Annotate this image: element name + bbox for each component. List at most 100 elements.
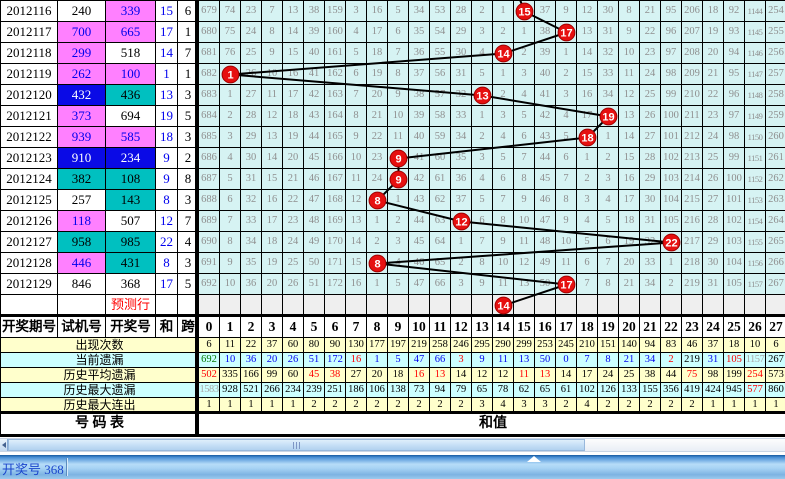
omission-cell: 18 bbox=[262, 232, 283, 253]
taskbar-arrow-icon[interactable] bbox=[527, 456, 541, 462]
column-header: 4 bbox=[283, 316, 304, 338]
omission-cell bbox=[472, 85, 493, 106]
omission-cell: 11 bbox=[556, 253, 577, 274]
prediction-cell bbox=[577, 295, 598, 316]
omission-cell: 43 bbox=[409, 190, 430, 211]
draw-row: 2012122 939 585 18 3 685 3 29 13 19 44 165 9 22 11 40 59… bbox=[1, 127, 785, 148]
omission-cell: 38 bbox=[304, 1, 325, 22]
period-cell: 2012126 bbox=[1, 211, 58, 232]
omission-cell: 1147 bbox=[745, 64, 766, 85]
omission-cell: 7 bbox=[388, 43, 409, 64]
sum-cell: 19 bbox=[156, 106, 178, 127]
sum-cell: 9 bbox=[156, 169, 178, 190]
omission-cell: 25 bbox=[283, 253, 304, 274]
omission-cell: 1153 bbox=[745, 190, 766, 211]
omission-cell: 22 bbox=[703, 85, 724, 106]
period-cell: 2012128 bbox=[1, 253, 58, 274]
omission-cell: 2 bbox=[493, 22, 514, 43]
omission-cell: 42 bbox=[409, 169, 430, 190]
stat-value-cell: 8 bbox=[598, 353, 619, 368]
omission-cell: 2 bbox=[472, 1, 493, 22]
stat-value-cell: 219 bbox=[682, 353, 703, 368]
omission-cell bbox=[388, 169, 409, 190]
omission-cell: 165 bbox=[325, 127, 346, 148]
omission-cell: 264 bbox=[766, 211, 785, 232]
omission-cell bbox=[661, 232, 682, 253]
test-number-cell: 958 bbox=[58, 232, 106, 253]
omission-cell: 19 bbox=[262, 253, 283, 274]
omission-cell: 689 bbox=[199, 211, 220, 232]
stat-value-cell: 424 bbox=[703, 383, 724, 398]
omission-cell: 1144 bbox=[745, 1, 766, 22]
period-cell: 2012121 bbox=[1, 106, 58, 127]
sum-cell: 8 bbox=[156, 190, 178, 211]
omission-cell: 161 bbox=[325, 43, 346, 64]
omission-cell: 17 bbox=[262, 211, 283, 232]
stat-value-cell: 253 bbox=[535, 338, 556, 353]
column-header: 22 bbox=[661, 316, 682, 338]
stat-value-cell: 18 bbox=[724, 338, 745, 353]
prediction-row: 预测行 bbox=[1, 295, 785, 316]
omission-cell: 33 bbox=[241, 211, 262, 232]
stat-value-cell: 10 bbox=[745, 338, 766, 353]
sum-cell: 13 bbox=[156, 85, 178, 106]
omission-cell: 63 bbox=[430, 211, 451, 232]
omission-cell: 9 bbox=[493, 232, 514, 253]
omission-cell: 10 bbox=[388, 106, 409, 127]
stat-row-label: 当前遗漏 bbox=[1, 353, 199, 368]
stat-value-cell: 210 bbox=[577, 338, 598, 353]
sum-cell: 18 bbox=[156, 127, 178, 148]
omission-cell: 1 bbox=[367, 211, 388, 232]
omission-cell: 3 bbox=[388, 232, 409, 253]
horizontal-scrollbar[interactable] bbox=[0, 438, 785, 452]
omission-cell: 681 bbox=[199, 43, 220, 64]
omission-cell: 2 bbox=[598, 148, 619, 169]
stat-value-cell: 290 bbox=[493, 338, 514, 353]
omission-cell: 13 bbox=[262, 127, 283, 148]
omission-cell: 3 bbox=[472, 148, 493, 169]
prediction-cell bbox=[535, 295, 556, 316]
omission-cell: 20 bbox=[262, 274, 283, 295]
omission-cell bbox=[367, 190, 388, 211]
stat-value-cell: 419 bbox=[682, 383, 703, 398]
omission-cell: 2 bbox=[388, 211, 409, 232]
scrollbar-track[interactable] bbox=[585, 439, 785, 451]
omission-cell: 14 bbox=[262, 148, 283, 169]
omission-cell: 5 bbox=[472, 64, 493, 85]
omission-cell: 2 bbox=[472, 127, 493, 148]
column-header: 21 bbox=[640, 316, 661, 338]
stat-value-cell: 11 bbox=[493, 353, 514, 368]
omission-cell: 8 bbox=[346, 106, 367, 127]
draw-number-cell: 585 bbox=[106, 127, 156, 148]
stat-value-cell: 246 bbox=[451, 338, 472, 353]
column-header: 18 bbox=[577, 316, 598, 338]
omission-cell: 20 bbox=[703, 43, 724, 64]
stat-value-cell: 945 bbox=[724, 383, 745, 398]
scrollbar-thumb[interactable] bbox=[8, 439, 585, 451]
prediction-cell bbox=[220, 295, 241, 316]
omission-cell: 32 bbox=[598, 43, 619, 64]
omission-cell bbox=[598, 106, 619, 127]
omission-cell: 29 bbox=[451, 22, 472, 43]
test-number-cell: 910 bbox=[58, 148, 106, 169]
omission-cell: 9 bbox=[514, 190, 535, 211]
stat-value-cell: 83 bbox=[661, 338, 682, 353]
omission-cell: 56 bbox=[430, 64, 451, 85]
column-header: 25 bbox=[724, 316, 745, 338]
omission-cell: 159 bbox=[325, 1, 346, 22]
omission-cell: 4 bbox=[346, 22, 367, 43]
scroll-left-button[interactable] bbox=[0, 439, 8, 451]
omission-cell: 25 bbox=[640, 85, 661, 106]
omission-cell: 6 bbox=[514, 127, 535, 148]
stat-value-cell: 1157 bbox=[745, 353, 766, 368]
omission-cell: 5 bbox=[388, 274, 409, 295]
omission-cell: 6 bbox=[472, 211, 493, 232]
sum-cell: 14 bbox=[156, 43, 178, 64]
omission-cell: 11 bbox=[514, 232, 535, 253]
omission-cell: 8 bbox=[619, 1, 640, 22]
omission-cell: 58 bbox=[430, 106, 451, 127]
stat-value-cell: 47 bbox=[409, 353, 430, 368]
omission-cell: 59 bbox=[430, 127, 451, 148]
omission-cell: 101 bbox=[724, 190, 745, 211]
omission-cell: 51 bbox=[304, 274, 325, 295]
